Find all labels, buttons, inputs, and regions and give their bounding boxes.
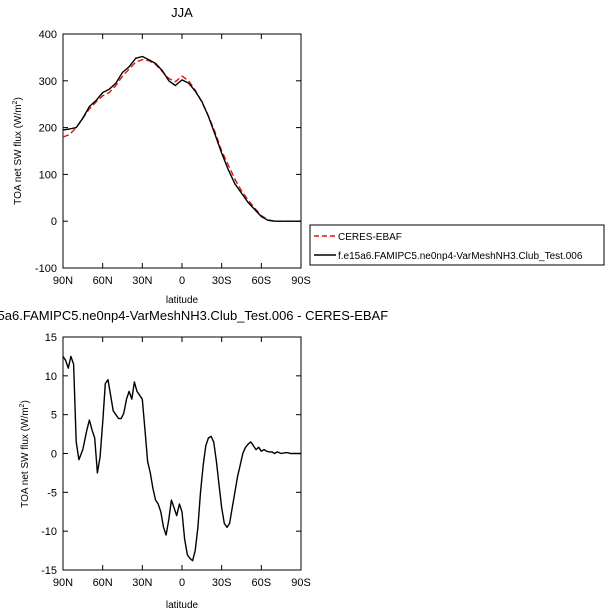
y-tick-label: 5 xyxy=(51,410,57,422)
legend-label-model: f.e15a6.FAMIPC5.ne0np4-VarMeshNH3.Club_T… xyxy=(338,251,583,262)
bottom-chart-y-axis-label: TOA net SW flux (W/m2) xyxy=(19,400,31,508)
x-tick-label: 90S xyxy=(291,275,311,287)
y-tick-label: -5 xyxy=(47,487,57,499)
y-tick-label: 200 xyxy=(39,123,57,135)
top-chart-legend: CERES-EBAF f.e15a6.FAMIPC5.ne0np4-VarMes… xyxy=(309,224,605,266)
series-line-1 xyxy=(62,55,301,222)
bottom-chart-y-axis-label-text: TOA net SW flux (W/m xyxy=(20,407,31,507)
y-tick-label: 0 xyxy=(51,449,57,461)
top-chart-x-axis-label: latitude xyxy=(166,295,199,306)
x-tick-label: 30N xyxy=(132,577,152,589)
top-chart-y-axis-label-close: ) xyxy=(13,97,24,100)
y-tick-label: -15 xyxy=(41,565,57,577)
top-chart-plot-frame xyxy=(62,33,302,269)
top-chart-y-axis-label-text: TOA net SW flux (W/m xyxy=(13,104,24,204)
bottom-chart-series xyxy=(62,355,301,562)
y-tick-label: 400 xyxy=(39,29,57,41)
top-chart-x-ticks: 90N 60N 30N 0 30S 60S 90S xyxy=(53,34,311,287)
bottom-chart: f.e15a6.FAMIPC5.ne0np4-VarMeshNH3.Club_T… xyxy=(0,308,388,611)
x-tick-label: 0 xyxy=(179,577,185,589)
x-tick-label: 30S xyxy=(212,275,232,287)
x-tick-label: 90S xyxy=(291,577,311,589)
bottom-chart-x-axis-label: latitude xyxy=(166,600,199,611)
x-tick-label: 60S xyxy=(252,577,272,589)
top-chart-y-axis-label-sup: 2 xyxy=(12,100,19,104)
series-line-0 xyxy=(62,355,301,562)
x-tick-label: 0 xyxy=(179,275,185,287)
series-line-0 xyxy=(62,59,301,222)
y-tick-label: -10 xyxy=(41,526,57,538)
x-tick-label: 60S xyxy=(252,275,272,287)
top-chart-series xyxy=(62,55,301,222)
bottom-chart-y-ticks: -15 -10 -5 0 5 10 15 xyxy=(41,332,301,577)
top-chart-y-ticks: -100 0 100 200 300 400 xyxy=(35,29,301,275)
x-tick-label: 60N xyxy=(93,577,113,589)
legend-label-ceres-ebaf: CERES-EBAF xyxy=(338,232,402,243)
legend-box xyxy=(309,224,605,266)
y-tick-label: 100 xyxy=(39,169,57,181)
x-tick-label: 60N xyxy=(93,275,113,287)
bottom-chart-y-axis-label-sup: 2 xyxy=(19,403,26,407)
y-tick-label: 300 xyxy=(39,76,57,88)
x-tick-label: 30S xyxy=(212,577,232,589)
bottom-chart-x-ticks: 90N 60N 30N 0 30S 60S 90S xyxy=(53,337,311,589)
bottom-chart-title: f.e15a6.FAMIPC5.ne0np4-VarMeshNH3.Club_T… xyxy=(0,308,388,323)
x-tick-label: 90N xyxy=(53,577,73,589)
y-tick-label: 0 xyxy=(51,216,57,228)
y-tick-label: 10 xyxy=(45,371,57,383)
bottom-chart-plot-frame xyxy=(62,336,302,571)
x-tick-label: 30N xyxy=(132,275,152,287)
x-tick-label: 90N xyxy=(53,275,73,287)
top-chart-y-axis-label: TOA net SW flux (W/m2) xyxy=(12,97,24,205)
y-tick-label: 15 xyxy=(45,332,57,344)
y-tick-label: -100 xyxy=(35,263,57,275)
top-chart-title: JJA xyxy=(171,5,193,20)
bottom-chart-y-axis-label-close: ) xyxy=(20,400,31,403)
